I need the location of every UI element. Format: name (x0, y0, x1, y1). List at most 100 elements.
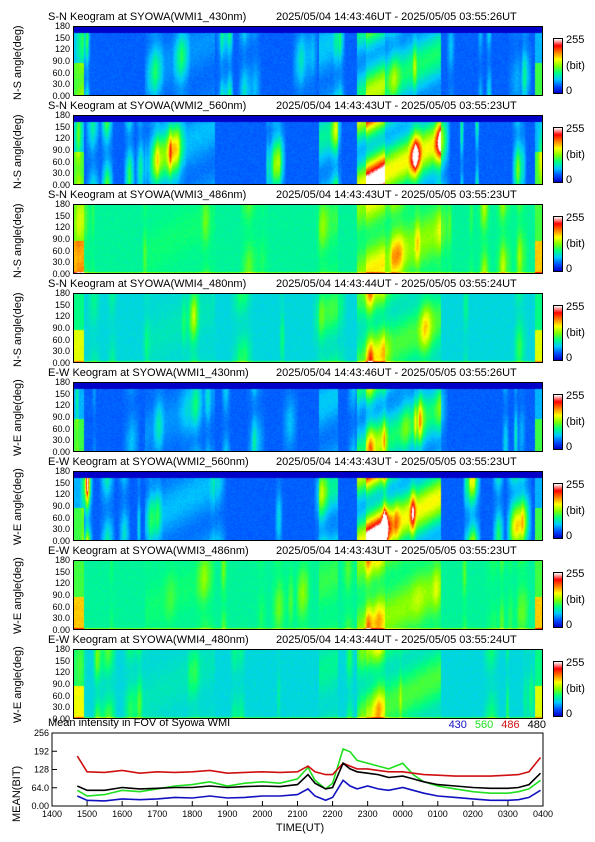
angle-tick-label: 0.00 (52, 358, 70, 368)
keogram-image (73, 560, 543, 630)
angle-tick-label: 180 (54, 466, 70, 476)
keogram-canvas (74, 294, 542, 362)
panel-title: E-W Keogram at SYOWA(WMI3_486nm) 2025/05/… (48, 544, 548, 558)
x-tick-label: 0300 (498, 809, 518, 819)
panel-title-timerange: 2025/05/04 14:43:43UT - 2025/05/05 03:55… (276, 100, 517, 112)
angle-tick-label: 180 (54, 110, 70, 120)
angle-tick-label: 150 (54, 210, 70, 221)
panel-title-station: S-N Keogram at SYOWA(WMI4_480nm) (48, 278, 247, 290)
angle-tick-label: 90.0 (52, 145, 70, 155)
keogram-image (73, 293, 543, 363)
chart-xlabel: TIME(UT) (275, 822, 325, 834)
panel-title: S-N Keogram at SYOWA(WMI3_486nm) 2025/05/… (48, 188, 548, 202)
colorbar-max-label: 255 (566, 390, 585, 402)
x-tick-label: 2300 (358, 809, 378, 819)
angle-tick-label: 120 (54, 489, 70, 500)
angle-tick-label: 150 (54, 121, 70, 132)
angle-tick-label: 30.0 (52, 168, 70, 179)
angle-tick-label: 60.0 (52, 156, 70, 167)
angle-tick-label: 60.0 (52, 690, 70, 701)
colorbar-unit-label: (bit) (566, 683, 585, 695)
angle-tick-label: 180 (54, 288, 70, 298)
legend-entry-560: 560 (474, 719, 494, 731)
angle-tick-label: 0.00 (52, 180, 70, 190)
colorbar-max-label: 255 (566, 657, 585, 669)
keogram-image (73, 26, 543, 96)
colorbar-max-label: 255 (566, 301, 585, 313)
colorbar-max-label: 255 (566, 212, 585, 224)
y-tick-label: 192 (34, 746, 49, 756)
panel-title-timerange: 2025/05/04 14:43:44UT - 2025/05/05 03:55… (276, 634, 517, 646)
angle-tick-label: 150 (54, 388, 70, 399)
colorbar-unit-label: (bit) (566, 505, 585, 517)
x-tick-label: 1900 (217, 809, 237, 819)
angle-tick-label: 150 (54, 32, 70, 43)
panel-ylabel: W-E angle(deg) (12, 646, 24, 723)
angle-tick-label: 90.0 (52, 323, 70, 333)
angle-tick-label: 30.0 (52, 702, 70, 713)
panel-title-timerange: 2025/05/04 14:43:43UT - 2025/05/05 03:55… (276, 189, 517, 201)
chart-legend: 430 560 486 480 (410, 719, 546, 733)
angle-tick-label: 120 (54, 44, 70, 55)
keogram-canvas (74, 472, 542, 540)
colorbar (553, 572, 563, 628)
angle-tick-label: 60.0 (52, 512, 70, 523)
keogram-canvas (74, 27, 542, 95)
panel-title-timerange: 2025/05/04 14:43:44UT - 2025/05/05 03:55… (276, 278, 517, 290)
angle-tick-label: 180 (54, 555, 70, 565)
panel-title-station: E-W Keogram at SYOWA(WMI2_560nm) (48, 456, 249, 468)
panel-title-timerange: 2025/05/04 14:43:43UT - 2025/05/05 03:55… (276, 545, 517, 557)
panel-title: E-W Keogram at SYOWA(WMI2_560nm) 2025/05/… (48, 455, 548, 469)
angle-tick-label: 90.0 (52, 679, 70, 689)
panel-ylabel: N-S angle(deg) (12, 114, 24, 189)
chart-title: Mean intensity in FOV of Syowa WMI (48, 717, 231, 729)
colorbar-min-label: 0 (566, 530, 573, 542)
panel-title: S-N Keogram at SYOWA(WMI4_480nm) 2025/05/… (48, 277, 548, 291)
angle-tick-label: 60.0 (52, 245, 70, 256)
panel-title-station: S-N Keogram at SYOWA(WMI2_560nm) (48, 100, 247, 112)
x-tick-label: 2200 (323, 809, 343, 819)
colorbar-unit-label: (bit) (566, 327, 585, 339)
panel-ylabel: N-S angle(deg) (12, 292, 24, 367)
angle-tick-label: 30.0 (52, 79, 70, 90)
colorbar (553, 216, 563, 272)
x-tick-label: 2100 (287, 809, 307, 819)
angle-tick-label: 90.0 (52, 412, 70, 422)
angle-tick-label: 0.00 (52, 447, 70, 457)
series-line-560 (76, 747, 541, 797)
angle-tick-label: 0.00 (52, 714, 70, 724)
legend-entry-430: 430 (448, 719, 467, 731)
angle-tick-label: 60.0 (52, 334, 70, 345)
angle-tick-label: 150 (54, 655, 70, 666)
x-tick-label: 1700 (147, 809, 167, 819)
y-tick-label: 0.00 (31, 801, 49, 811)
panel-title-station: E-W Keogram at SYOWA(WMI3_486nm) (48, 545, 249, 557)
y-tick-label: 128 (34, 765, 49, 775)
keogram-canvas (74, 205, 542, 273)
angle-tick-label: 90.0 (52, 56, 70, 66)
angle-tick-label: 90.0 (52, 234, 70, 244)
angle-tick-label: 150 (54, 566, 70, 577)
keogram-image (73, 115, 543, 185)
colorbar-unit-label: (bit) (566, 149, 585, 161)
x-tick-label: 0400 (533, 809, 553, 819)
colorbar-min-label: 0 (566, 619, 573, 631)
angle-tick-label: 0.00 (52, 91, 70, 101)
angle-tick-label: 30.0 (52, 524, 70, 535)
colorbar (553, 661, 563, 717)
panel-title-station: S-N Keogram at SYOWA(WMI1_430nm) (48, 11, 247, 23)
angle-tick-label: 60.0 (52, 601, 70, 612)
colorbar-max-label: 255 (566, 479, 585, 491)
keogram-image (73, 204, 543, 274)
panel-title-timerange: 2025/05/04 14:43:46UT - 2025/05/05 03:55… (276, 367, 517, 379)
angle-tick-label: 180 (54, 199, 70, 209)
angle-tick-label: 90.0 (52, 501, 70, 511)
panel-title-timerange: 2025/05/04 14:43:46UT - 2025/05/05 03:55… (276, 11, 517, 23)
x-tick-label: 1600 (112, 809, 132, 819)
angle-tick-label: 30.0 (52, 346, 70, 357)
panel-title: E-W Keogram at SYOWA(WMI4_480nm) 2025/05/… (48, 633, 548, 647)
angle-tick-label: 0.00 (52, 536, 70, 546)
angle-tick-label: 90.0 (52, 590, 70, 600)
colorbar-unit-label: (bit) (566, 238, 585, 250)
